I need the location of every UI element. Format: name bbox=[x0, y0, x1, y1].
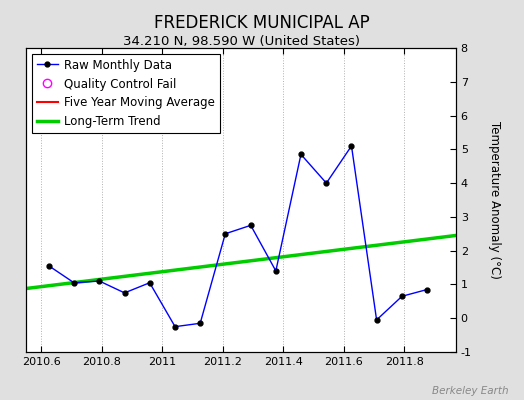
Raw Monthly Data bbox=[172, 324, 178, 329]
Text: Berkeley Earth: Berkeley Earth bbox=[432, 386, 508, 396]
Raw Monthly Data bbox=[348, 144, 355, 148]
Raw Monthly Data bbox=[399, 294, 405, 299]
Raw Monthly Data bbox=[122, 290, 128, 295]
Raw Monthly Data bbox=[247, 223, 254, 228]
Raw Monthly Data bbox=[46, 264, 52, 268]
Legend: Raw Monthly Data, Quality Control Fail, Five Year Moving Average, Long-Term Tren: Raw Monthly Data, Quality Control Fail, … bbox=[32, 54, 220, 133]
Raw Monthly Data bbox=[374, 318, 380, 322]
Y-axis label: Temperature Anomaly (°C): Temperature Anomaly (°C) bbox=[488, 121, 501, 279]
Raw Monthly Data bbox=[272, 268, 279, 273]
Raw Monthly Data bbox=[197, 321, 203, 326]
Text: FREDERICK MUNICIPAL AP: FREDERICK MUNICIPAL AP bbox=[154, 14, 370, 32]
Raw Monthly Data bbox=[96, 279, 103, 284]
Raw Monthly Data bbox=[424, 287, 430, 292]
Raw Monthly Data bbox=[323, 181, 330, 186]
Raw Monthly Data bbox=[71, 280, 77, 285]
Line: Raw Monthly Data: Raw Monthly Data bbox=[47, 144, 430, 329]
Raw Monthly Data bbox=[222, 231, 228, 236]
Raw Monthly Data bbox=[298, 152, 304, 157]
Raw Monthly Data bbox=[147, 280, 153, 285]
Title: 34.210 N, 98.590 W (United States): 34.210 N, 98.590 W (United States) bbox=[123, 35, 359, 48]
